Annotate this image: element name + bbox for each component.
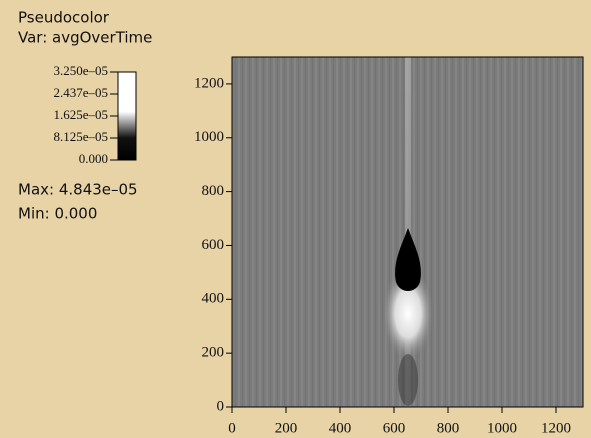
y-tick-label: 800 xyxy=(202,183,225,199)
colorbar-label: 3.250e–05 xyxy=(53,63,108,78)
y-tick-label: 200 xyxy=(202,345,225,361)
colorbar-label: 8.125e–05 xyxy=(53,129,108,144)
heatmap xyxy=(231,56,584,408)
max-label: Max: 4.843e–05 xyxy=(18,181,138,199)
x-tick-label: 1200 xyxy=(541,420,571,436)
colorbar-label: 1.625e–05 xyxy=(53,107,108,122)
x-tick-label: 600 xyxy=(383,420,406,436)
x-tick-label: 800 xyxy=(437,420,460,436)
colorbar-label: 0.000 xyxy=(79,151,108,166)
x-tick-label: 0 xyxy=(228,420,236,436)
x-tick-label: 400 xyxy=(329,420,352,436)
y-tick-label: 400 xyxy=(202,291,225,307)
min-label: Min: 0.000 xyxy=(18,205,97,223)
x-tick-label: 1000 xyxy=(487,420,517,436)
y-tick-label: 1000 xyxy=(194,129,224,145)
colorbar xyxy=(117,71,137,161)
colorbar-label: 2.437e–05 xyxy=(53,85,108,100)
legend-title: Pseudocolor xyxy=(18,9,110,27)
legend-var: Var: avgOverTime xyxy=(18,29,152,47)
y-tick-label: 1200 xyxy=(194,75,224,91)
y-tick-label: 600 xyxy=(202,237,225,253)
x-tick-label: 200 xyxy=(275,420,298,436)
y-tick-label: 0 xyxy=(217,398,225,414)
